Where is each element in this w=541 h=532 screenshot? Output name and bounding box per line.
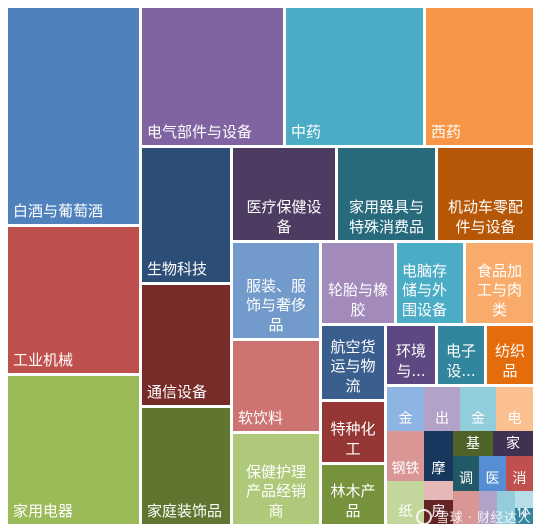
treemap-cell: 家用器具与 特殊消费品 <box>338 148 435 240</box>
treemap-cell: 摩 <box>424 431 453 481</box>
treemap-cell: 消 <box>506 456 533 491</box>
treemap-cell-label: 金 <box>471 410 485 427</box>
treemap-cell-label: 纺织 品 <box>494 342 525 380</box>
treemap-cell: 金 <box>387 387 424 431</box>
treemap-cell-label: 电气部件与设备 <box>147 122 253 141</box>
treemap-cell: 钢铁 <box>387 431 424 481</box>
treemap-cell-label: 家用电器 <box>13 501 74 520</box>
treemap-cell-label: 保健护理 产品经销 商 <box>245 462 306 520</box>
treemap-cell: 工业机械 <box>8 227 139 373</box>
treemap-cell-label: 家 <box>506 435 520 452</box>
treemap-cell: 通信设备 <box>142 285 230 405</box>
treemap-cell: 纺织 品 <box>487 326 533 384</box>
treemap-cell: 航空货 运与物 流 <box>322 326 384 399</box>
treemap-cell-label: 环境 与... <box>395 342 426 380</box>
treemap-cell-label: 软饮料 <box>238 408 284 427</box>
treemap-cell: 家 <box>493 431 533 456</box>
treemap-cell: 服装、服 饰与奢侈 品 <box>233 243 319 338</box>
treemap-cell-label: 调 <box>459 470 473 487</box>
treemap-cell-label: 医 <box>485 470 500 487</box>
treemap-cell-label: 中药 <box>291 122 322 141</box>
treemap-cell: 家用电器 <box>8 376 139 524</box>
treemap-cell-label: 摩 <box>431 460 446 477</box>
treemap-cell: 调 <box>453 456 479 491</box>
treemap-cell: 家庭装饰品 <box>142 408 230 524</box>
treemap-cell: 金 <box>460 387 496 431</box>
treemap-cell: 白酒与葡萄酒 <box>8 8 139 224</box>
treemap-cell: 环境 与... <box>387 326 435 384</box>
treemap-cell-label: 基 <box>466 435 480 452</box>
treemap-cell: 出 <box>424 387 460 431</box>
treemap-cell-label: 家用器具与 特殊消费品 <box>348 198 424 236</box>
treemap-cell-label: 航空货 运与物 流 <box>330 337 376 395</box>
treemap-cell-label: 钢铁 <box>391 460 420 477</box>
treemap-cell: 纸 <box>387 481 424 524</box>
treemap-cell: 电子 设... <box>438 326 484 384</box>
treemap-cell: 轮胎与橡 胶 <box>322 243 394 323</box>
treemap-cell: 基 <box>453 431 493 456</box>
treemap-cell-label: 西药 <box>431 122 462 141</box>
treemap-cell: 电气部件与设备 <box>142 8 283 145</box>
watermark-text: 雪球 · 财经达人 <box>436 511 531 526</box>
treemap-cell: 保健护理 产品经销 商 <box>233 434 319 524</box>
treemap-cell-label: 电 <box>507 410 522 427</box>
treemap-cell-label: 体 <box>517 508 531 520</box>
treemap-cell <box>497 491 515 524</box>
treemap-cell: 电脑存 储与外 围设备 <box>397 243 463 323</box>
treemap-cell-label: 出 <box>435 410 449 427</box>
treemap-cell-label: 白酒与葡萄酒 <box>13 201 104 220</box>
treemap-cell-label: 特种化 工 <box>330 420 376 458</box>
treemap-cell-label: 机动车零配 件与设备 <box>447 198 523 236</box>
treemap-cell <box>479 491 497 524</box>
treemap-cell-label: 消 <box>512 470 527 487</box>
treemap-cell-label: 服装、服 饰与奢侈 品 <box>245 276 306 334</box>
treemap-cell: 西药 <box>426 8 533 145</box>
treemap-cell <box>453 491 479 524</box>
treemap-cell: 医疗保健设 备 <box>233 148 335 240</box>
treemap-cell-label: 生物科技 <box>147 259 208 278</box>
treemap-cell-label: 轮胎与橡 胶 <box>327 281 388 319</box>
treemap-cell: 特种化 工 <box>322 402 384 462</box>
treemap-cell: 林木产 品 <box>322 465 384 524</box>
watermark: 雪球 · 财经达人 <box>416 507 531 526</box>
treemap-cell-label: 金 <box>398 410 413 427</box>
treemap-cell: 食品加 工与肉 类 <box>466 243 533 323</box>
treemap-cell: 生物科技 <box>142 148 230 282</box>
snowball-logo-icon <box>416 508 433 525</box>
treemap-cell-label: 工业机械 <box>13 350 74 369</box>
treemap-cell: 体 <box>515 508 533 524</box>
treemap-cell-label: 通信设备 <box>147 382 208 401</box>
treemap-cell: 中药 <box>286 8 423 145</box>
treemap-cell-label: 纸 <box>398 503 413 520</box>
treemap-cell: 电 <box>496 387 533 431</box>
treemap-cell-label: 电脑存 储与外 围设备 <box>402 261 448 319</box>
treemap-cell-label: 林木产 品 <box>330 482 376 520</box>
treemap-cell-label: 电子 设... <box>445 342 476 380</box>
treemap-cell-label: 家庭装饰品 <box>147 501 223 520</box>
treemap-cell: 医 <box>479 456 506 491</box>
treemap-cell-label: 食品加 工与肉 类 <box>476 261 522 319</box>
treemap-cell: 机动车零配 件与设备 <box>438 148 533 240</box>
treemap-cell-label: 医疗保健设 备 <box>246 198 322 236</box>
treemap-cell: 软饮料 <box>233 341 319 431</box>
treemap-cell-label: 房 <box>431 503 446 520</box>
